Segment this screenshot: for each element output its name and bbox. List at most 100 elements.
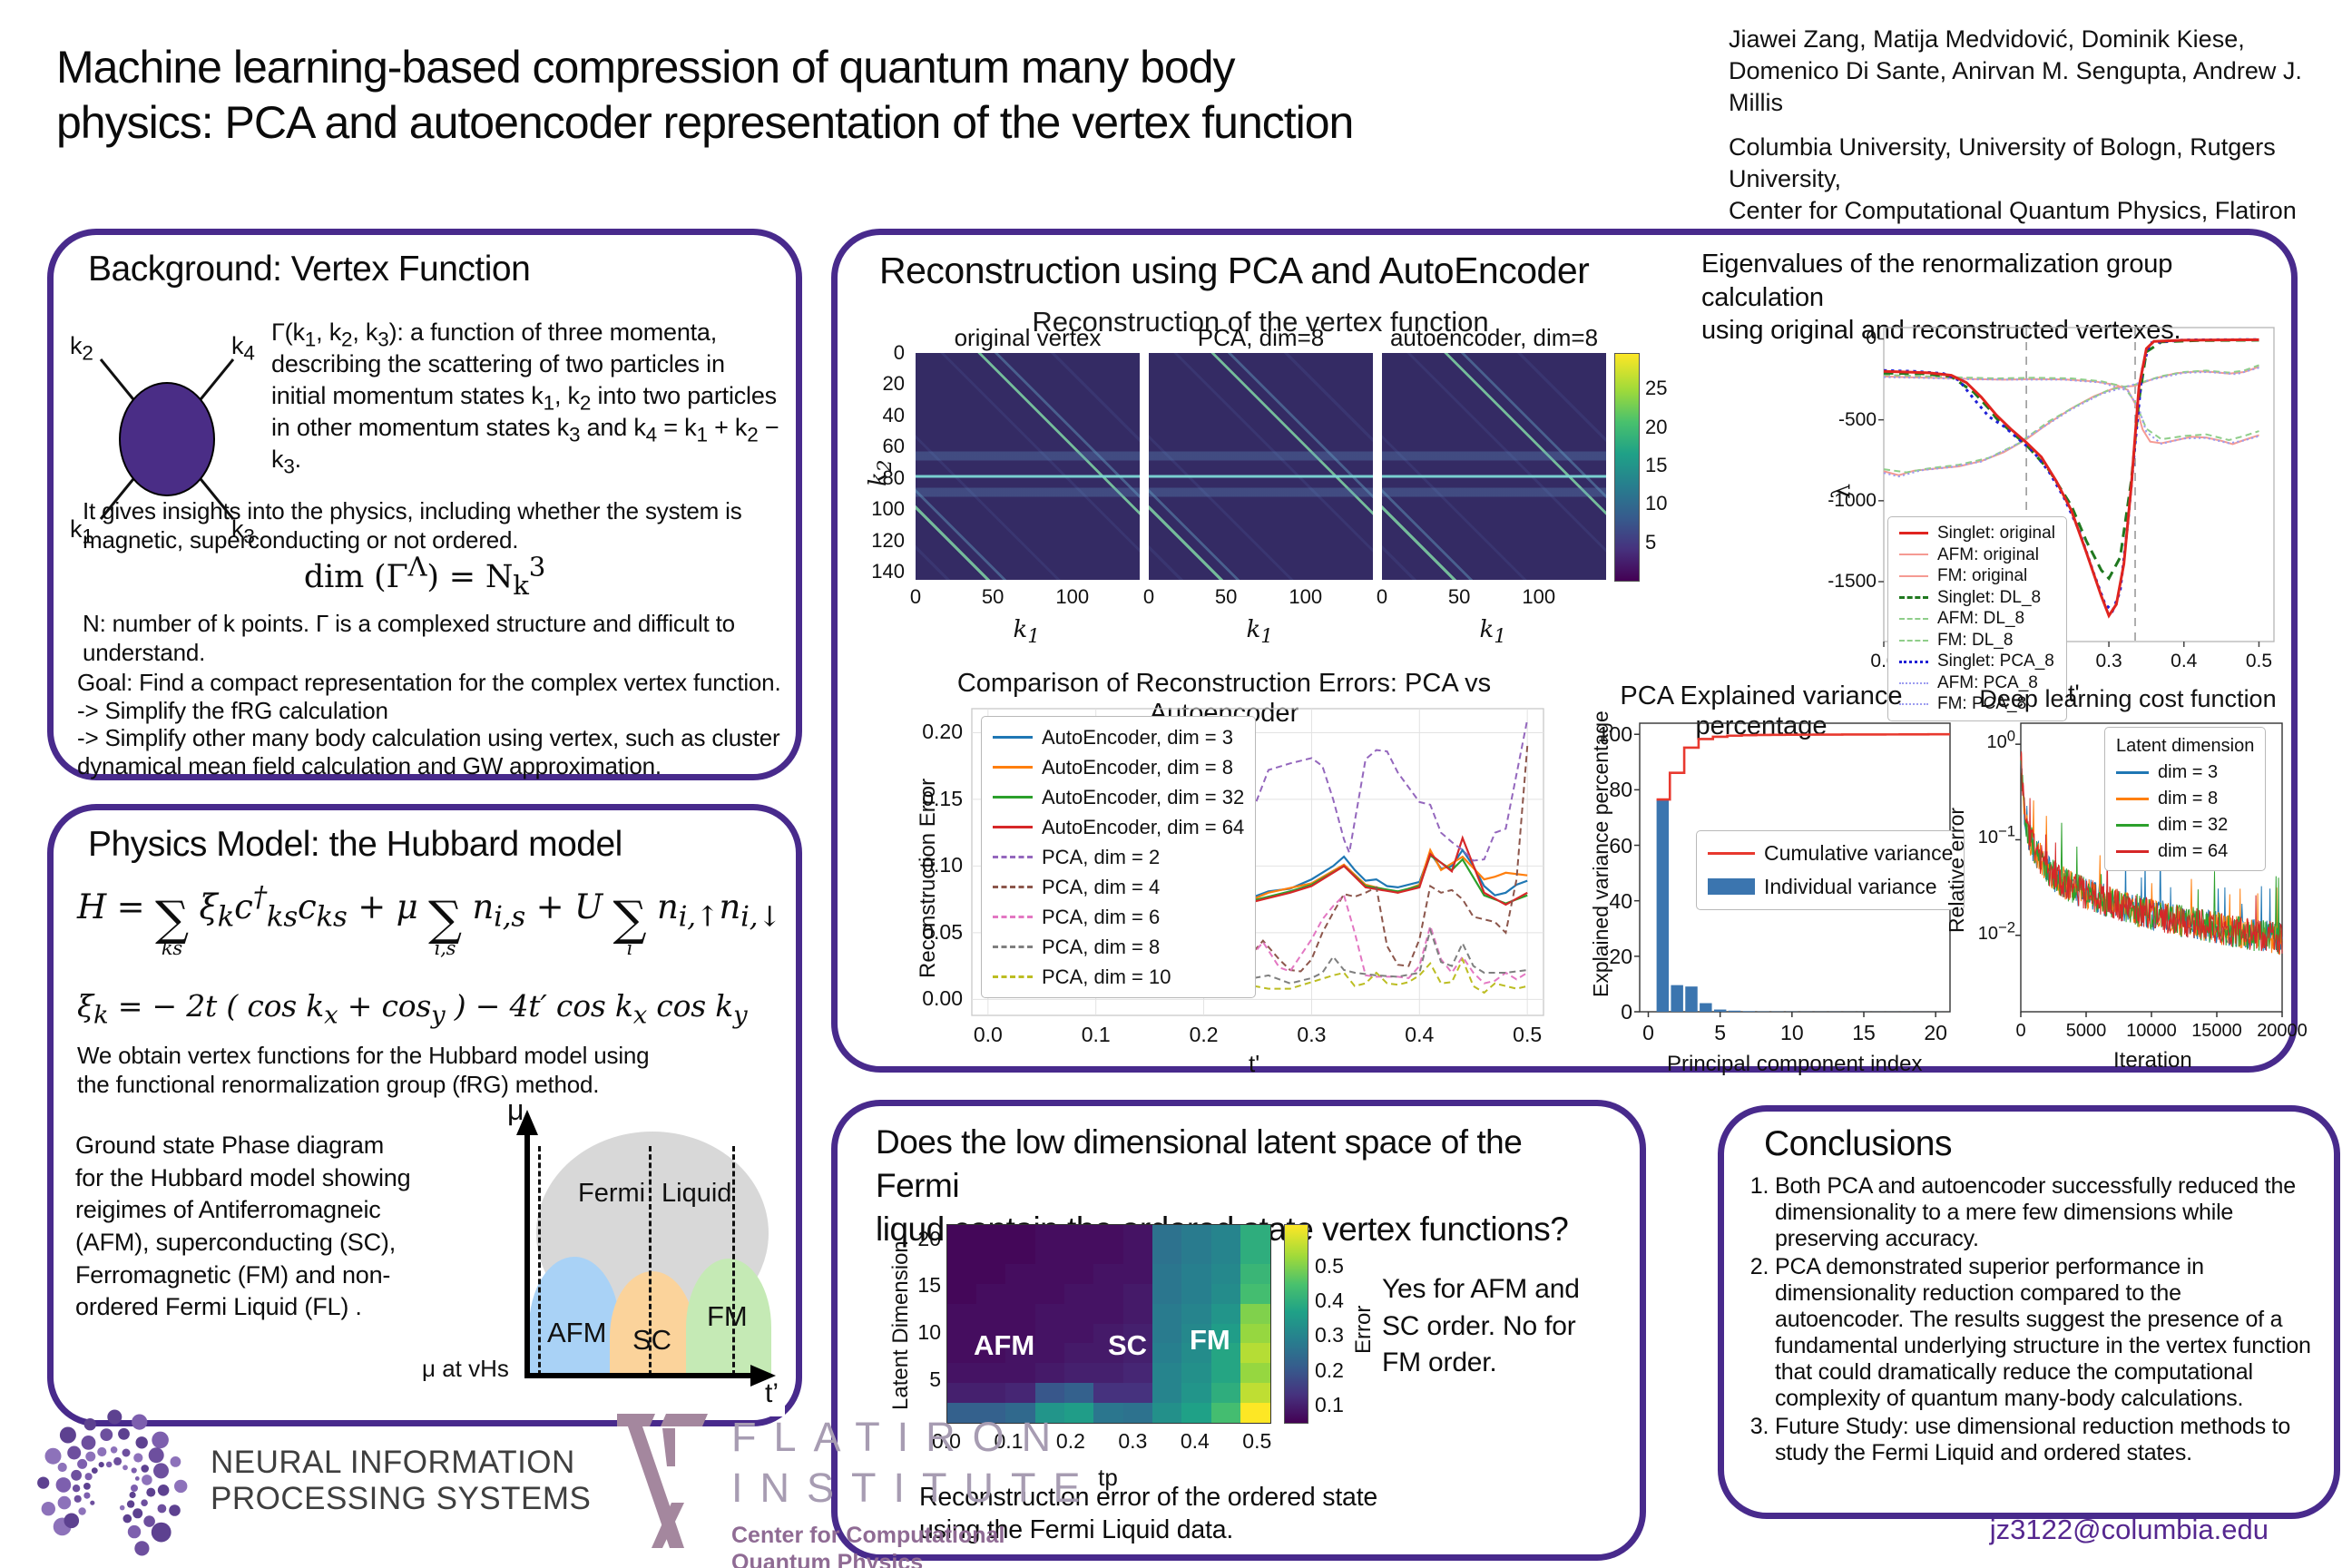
heatmap-cell bbox=[1034, 1402, 1065, 1424]
y-tick-label: -500 bbox=[1838, 408, 1877, 430]
legend-sample bbox=[1708, 851, 1755, 855]
phase-mu-label: μ bbox=[507, 1093, 524, 1126]
heatmap-cell bbox=[946, 1382, 977, 1404]
y-tick-label: 0.00 bbox=[922, 986, 963, 1011]
legend-entry: Singlet: original bbox=[1899, 523, 2055, 544]
y-tick-label: 0.10 bbox=[922, 853, 963, 877]
goal-line2: -> Simplify the fRG calculation bbox=[77, 696, 388, 724]
vertex-heatmap-panel bbox=[1149, 353, 1373, 580]
x-tick-label: 20000 bbox=[2257, 1021, 2308, 1041]
heatmap-cell bbox=[1063, 1323, 1095, 1345]
reconstruction-box: Reconstruction using PCA and AutoEncoder… bbox=[831, 229, 2308, 1077]
legend-sample bbox=[993, 766, 1033, 769]
heatmap-cell bbox=[1122, 1382, 1154, 1404]
phase-caption: Ground state Phase diagram for the Hubba… bbox=[75, 1132, 411, 1321]
heatmap-cell bbox=[946, 1244, 977, 1266]
y-tick-label: 10−2 bbox=[1977, 918, 2015, 944]
authors-block: Jiawei Zang, Matija Medvidović, Dominik … bbox=[1729, 24, 2346, 260]
heatmap-cell bbox=[946, 1323, 977, 1345]
x-tick-label: 0.2 bbox=[1055, 1429, 1085, 1453]
reconstruction-heading: Reconstruction using PCA and AutoEncoder bbox=[879, 250, 1590, 291]
legend: Latent dimension dim = 3 dim = 8 dim = 32 di… bbox=[2104, 727, 2267, 871]
heatmap-cell bbox=[1210, 1343, 1242, 1365]
heatmap-cell bbox=[1152, 1363, 1183, 1384]
heatmap-cell bbox=[1122, 1244, 1154, 1266]
y-tick-label: 5 bbox=[929, 1367, 941, 1392]
legend-label: Singlet: original bbox=[1937, 524, 2055, 543]
heatmap-cell bbox=[1152, 1382, 1183, 1404]
x-tick-label: 0.3 bbox=[2095, 651, 2122, 671]
flatiron-text-line2: INSTITUTE bbox=[731, 1465, 1098, 1512]
legend-sample bbox=[993, 736, 1033, 739]
y-axis-label: λ bbox=[1828, 483, 1856, 499]
x-axis-label: t' bbox=[2068, 680, 2080, 707]
x-tick-label: 20 bbox=[1924, 1021, 1947, 1044]
heatmap-cell bbox=[1005, 1244, 1036, 1266]
heatmap-cell bbox=[1034, 1244, 1065, 1266]
heatmap-cell bbox=[1034, 1323, 1065, 1345]
latent-answer: Yes for AFM and SC order. No for FM orde… bbox=[1382, 1274, 1580, 1377]
authors-line2: Domenico Di Sante, Anirvan M. Sengupta, … bbox=[1729, 57, 2302, 117]
heatmap-cell bbox=[1034, 1343, 1065, 1365]
y-tick-label: 20 bbox=[917, 1226, 941, 1250]
legend-entry: Cumulative variance bbox=[1708, 837, 1953, 870]
heatmap-cell bbox=[1063, 1382, 1095, 1404]
heatmap-cell bbox=[1210, 1382, 1242, 1404]
x-tick-label: 10 bbox=[1780, 1021, 1804, 1044]
latent-colorbar bbox=[1284, 1224, 1308, 1424]
heatmap-cell bbox=[1005, 1323, 1036, 1345]
x-tick-label: 0.3 bbox=[1118, 1429, 1148, 1453]
latent-heatmap-grid bbox=[946, 1224, 1271, 1424]
phase-afm-label: AFM bbox=[547, 1317, 607, 1348]
heatmap-cell bbox=[946, 1264, 977, 1285]
vertex-colorbar bbox=[1614, 353, 1640, 582]
legend-entry: dim = 3 bbox=[2116, 760, 2254, 786]
legend-entry: dim = 32 bbox=[2116, 812, 2254, 838]
y-tick-label: 20 bbox=[882, 372, 905, 396]
heatmap-cell bbox=[1063, 1402, 1095, 1424]
x-tick-label: 0.4 bbox=[2171, 651, 2198, 671]
heatmap-cell bbox=[1240, 1303, 1271, 1325]
legend-sample bbox=[2116, 798, 2149, 800]
heatmap-cell bbox=[1063, 1224, 1095, 1246]
neurips-text-line2: PROCESSING SYSTEMS bbox=[211, 1481, 592, 1517]
heatmap-cell bbox=[1034, 1363, 1065, 1384]
colorbar-tick-label: 10 bbox=[1645, 492, 1668, 515]
x-tick-label: 0 bbox=[2015, 1021, 2026, 1041]
heatmap-cell bbox=[975, 1303, 1007, 1325]
dim-formula: dim (ΓΛ) = Nk3 bbox=[303, 551, 546, 601]
x-axis-label: k1 bbox=[1479, 616, 1507, 649]
momentum-label-k3: k3 bbox=[231, 515, 255, 548]
x-axis-label: Iteration bbox=[2113, 1048, 2192, 1073]
legend-label: AutoEncoder, dim = 32 bbox=[1042, 786, 1245, 808]
x-tick-label: 100 bbox=[1522, 585, 1556, 608]
heatmap-cell bbox=[1005, 1402, 1036, 1424]
heatmap-cell bbox=[1181, 1323, 1212, 1345]
chart-title: Deep learning cost function bbox=[1979, 685, 2277, 712]
legend-entry: AFM: PCA_8 bbox=[1899, 672, 2055, 694]
latent-space-box: Does the low dimensional latent space of… bbox=[831, 1100, 1646, 1561]
legend-sample bbox=[1899, 574, 1928, 577]
x-tick-label: 100 bbox=[1055, 585, 1090, 608]
heatmap-cell bbox=[1063, 1244, 1095, 1266]
heatmap-cell bbox=[1210, 1264, 1242, 1285]
legend-label: AutoEncoder, dim = 3 bbox=[1042, 726, 1233, 749]
legend-sample bbox=[1899, 595, 1928, 599]
heatmap-cell bbox=[1034, 1264, 1065, 1285]
y-tick-label: 80 bbox=[882, 466, 905, 489]
vertex-panel-title: autoencoder, dim=8 bbox=[1389, 324, 1599, 351]
legend-sample bbox=[1708, 878, 1755, 896]
heatmap-cell bbox=[975, 1363, 1007, 1384]
vertex-panel-title: original vertex bbox=[954, 324, 1102, 351]
y-tick-label: -1500 bbox=[1828, 571, 1877, 592]
x-tick-label: 50 bbox=[1214, 585, 1238, 608]
y-tick-label: -1000 bbox=[1828, 489, 1877, 511]
flatiron-subtext-line2: Quantum Physics bbox=[731, 1550, 924, 1568]
vertex-panel-title: PCA, dim=8 bbox=[1197, 324, 1325, 351]
y-tick-label: 140 bbox=[871, 560, 905, 583]
colorbar-tick-label: 0.1 bbox=[1315, 1392, 1344, 1416]
heatmap-cell bbox=[1181, 1224, 1212, 1246]
y-tick-label: 40 bbox=[882, 403, 905, 426]
x-axis-label: Principal component index bbox=[1667, 1052, 1923, 1076]
neurips-text-line1: NEURAL INFORMATION bbox=[211, 1445, 575, 1480]
